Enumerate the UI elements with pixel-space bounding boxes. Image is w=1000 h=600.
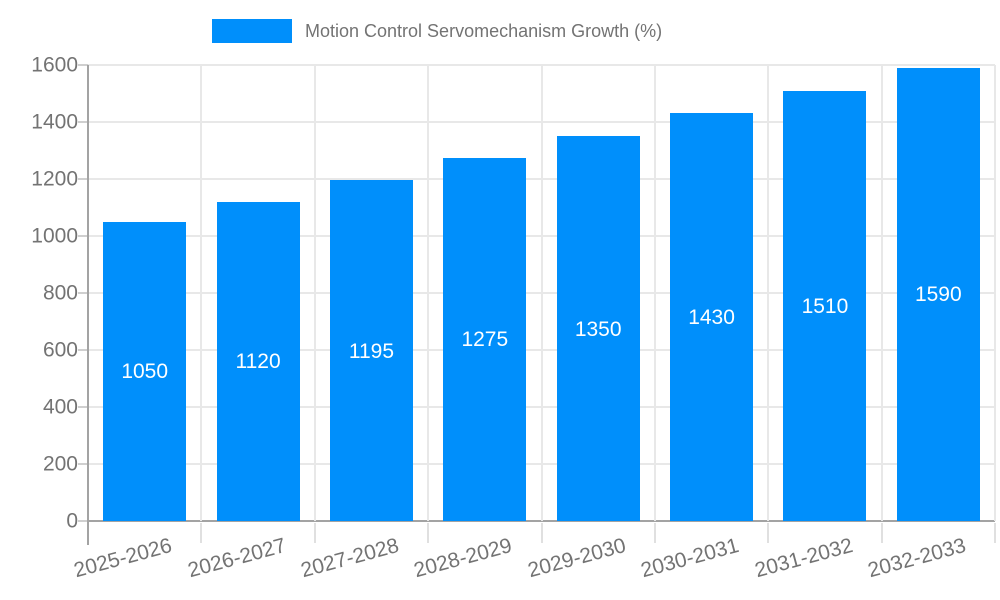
gridline-vertical	[994, 65, 996, 521]
y-axis-tick-label: 0	[66, 509, 78, 533]
bar-value-label: 1120	[235, 350, 281, 374]
y-axis-tick	[78, 178, 88, 180]
gridline-vertical	[540, 65, 543, 521]
y-axis-tick-label: 1400	[31, 110, 78, 134]
y-axis-tick-label: 800	[42, 281, 78, 305]
bar-value-label: 1050	[121, 360, 169, 384]
y-axis-tick	[78, 349, 88, 351]
y-axis-tick-label: 1000	[31, 224, 78, 248]
bar-value-label: 1590	[914, 283, 962, 307]
y-axis-tick-label: 400	[42, 395, 78, 419]
bar[interactable]	[556, 136, 640, 521]
y-axis-tick-label: 1200	[31, 167, 78, 191]
x-axis-tick	[880, 523, 883, 543]
gridline-vertical	[313, 65, 316, 521]
bar-value-label: 1195	[348, 339, 395, 363]
gridline-vertical	[427, 65, 430, 521]
gridline-vertical	[653, 65, 656, 521]
y-axis-tick	[78, 292, 88, 294]
bar[interactable]	[443, 157, 527, 521]
x-axis-tick	[540, 523, 543, 543]
y-axis-tick-label: 200	[42, 452, 78, 476]
y-axis-tick-label: 1600	[31, 53, 78, 77]
bar-value-label: 1510	[801, 294, 849, 318]
gridline-vertical	[767, 65, 770, 521]
bar-value-label: 1350	[574, 317, 622, 341]
y-axis-tick	[78, 406, 88, 408]
y-axis-tick	[78, 64, 88, 66]
bar[interactable]	[783, 90, 867, 521]
gridline-vertical	[880, 65, 883, 521]
bar[interactable]	[896, 67, 980, 521]
bar-value-label: 1430	[688, 306, 735, 330]
x-axis-tick	[653, 523, 656, 543]
bar[interactable]	[670, 113, 754, 521]
bar[interactable]	[103, 221, 187, 521]
x-axis-tick	[767, 523, 770, 543]
legend-label: Motion Control Servomechanism Growth (%)	[305, 21, 663, 41]
x-axis-tick	[313, 523, 316, 543]
bar-value-label: 1275	[461, 328, 509, 352]
legend-item[interactable]: Motion Control Servomechanism Growth (%)	[212, 19, 662, 43]
y-axis-tick	[78, 520, 88, 522]
x-axis-line	[88, 520, 995, 522]
bar[interactable]	[329, 180, 413, 521]
y-axis-tick-label: 600	[42, 338, 78, 362]
x-axis-tick	[994, 523, 996, 543]
y-axis-tick	[78, 463, 88, 465]
y-axis-tick	[78, 235, 88, 237]
legend-swatch	[212, 19, 292, 43]
y-axis-tick	[78, 121, 88, 123]
gridline-vertical	[200, 65, 203, 521]
x-axis-tick	[200, 523, 203, 543]
y-axis-line	[87, 65, 89, 545]
bar[interactable]	[216, 201, 300, 521]
x-axis-tick	[427, 523, 430, 543]
